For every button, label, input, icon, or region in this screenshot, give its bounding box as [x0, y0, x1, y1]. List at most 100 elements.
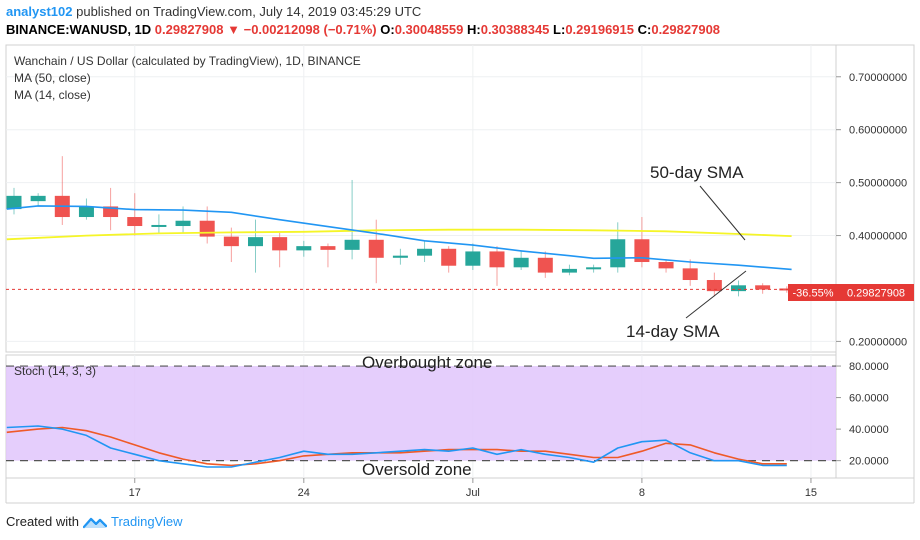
candle-body-12 — [296, 246, 312, 251]
candles — [6, 156, 795, 297]
sma50-annotation: 50-day SMA — [650, 163, 744, 182]
candle-body-23 — [561, 268, 577, 273]
candle-body-13 — [320, 246, 336, 250]
candle-17 — [417, 240, 433, 263]
candle-23 — [561, 264, 577, 276]
candle-body-6 — [151, 224, 167, 227]
time-tick-label-0: 17 — [129, 487, 141, 499]
author-link[interactable]: analyst102 — [6, 4, 73, 19]
ma-lines — [6, 205, 836, 468]
candle-30 — [731, 280, 746, 297]
candle-11 — [272, 232, 288, 268]
candle-31 — [755, 283, 771, 294]
sma50-annotation-pointer — [699, 185, 746, 241]
candle-body-21 — [513, 257, 529, 268]
tradingview-brand[interactable]: TradingView — [110, 514, 183, 529]
candle-13 — [320, 243, 336, 268]
tradingview-logo-icon[interactable] — [82, 515, 107, 529]
main-pane-frame — [5, 44, 837, 353]
close-value: 0.29827908 — [651, 22, 721, 37]
open-value: 0.30048559 — [394, 22, 464, 37]
candle-27 — [658, 259, 674, 273]
candle-body-22 — [537, 257, 553, 273]
last-price-badge: -36.55% 0.29827908 — [788, 284, 914, 301]
publish-header: analyst102 published on TradingView.com,… — [6, 4, 421, 19]
last-value: 0.29827908 — [154, 22, 224, 37]
candle-body-8 — [199, 220, 215, 237]
candle-24 — [586, 264, 602, 273]
high-label: H: — [467, 22, 481, 37]
candle-3 — [78, 198, 94, 220]
candle-body-14 — [344, 239, 360, 250]
candle-26 — [634, 217, 650, 268]
high-value: 0.30388345 — [480, 22, 550, 37]
candle-28 — [682, 259, 698, 286]
stoch-band — [6, 365, 836, 462]
candle-body-31 — [755, 285, 771, 290]
low-label: L: — [553, 22, 566, 37]
ma14-line — [6, 205, 792, 271]
low-value: 0.29196915 — [565, 22, 634, 37]
candle-19 — [465, 243, 481, 270]
candle-5 — [127, 193, 143, 236]
candle-0 — [6, 187, 22, 215]
candle-6 — [151, 214, 167, 233]
stoch-tick-label-1: 60.0000 — [849, 393, 889, 405]
candle-body-10 — [248, 237, 263, 247]
candle-10 — [248, 219, 263, 273]
close-label: C: — [637, 22, 652, 37]
time-tick-label-4: 15 — [805, 487, 817, 499]
stoch-axis[interactable]: 80.0000 60.0000 40.0000 20.0000 — [836, 361, 889, 468]
candle-body-25 — [610, 239, 626, 268]
candle-body-15 — [368, 239, 384, 258]
right-axis-frame — [835, 44, 915, 479]
down-arrow-icon: ▼ — [227, 22, 240, 37]
price-tick-label-0: 0.70000000 — [849, 72, 907, 84]
candle-body-24 — [586, 267, 602, 270]
legend-ma50[interactable]: MA (50, close) — [14, 71, 91, 85]
candle-20 — [489, 246, 505, 286]
chart-title[interactable]: Wanchain / US Dollar (calculated by Trad… — [14, 54, 361, 68]
candle-body-9 — [223, 236, 239, 247]
candle-body-16 — [392, 255, 408, 258]
candle-9 — [223, 227, 239, 263]
candle-16 — [392, 248, 408, 265]
overbought-annotation: Overbought zone — [362, 353, 492, 372]
price-axis[interactable]: 0.70000000 0.60000000 0.50000000 0.40000000… — [836, 72, 907, 349]
sma14-annotation-pointer — [685, 270, 747, 319]
candle-12 — [296, 240, 312, 257]
candle-body-27 — [658, 262, 674, 269]
candle-4 — [103, 187, 119, 231]
last-price-pct: -36.55% — [793, 288, 834, 300]
candle-21 — [513, 251, 529, 270]
legend-stoch[interactable]: Stoch (14, 3, 3) — [14, 364, 97, 378]
candle-14 — [344, 179, 360, 260]
candle-body-4 — [103, 206, 119, 218]
time-axis[interactable]: 17 24 Jul 8 15 — [129, 478, 817, 499]
price-tick-label-4: 0.20000000 — [849, 336, 907, 348]
ohlc-header: BINANCE:WANUSD, 1D 0.29827908 ▼ −0.00212… — [6, 22, 720, 37]
candle-body-7 — [175, 220, 191, 227]
price-tick-label-3: 0.40000000 — [849, 231, 907, 243]
candle-body-28 — [682, 268, 698, 281]
open-label: O: — [380, 22, 395, 37]
symbol-label[interactable]: BINANCE:WANUSD, 1D — [6, 22, 152, 37]
change-value: −0.00212098 (−0.71%) — [243, 22, 377, 37]
legend-ma14[interactable]: MA (14, close) — [14, 88, 91, 102]
candle-body-3 — [78, 206, 94, 218]
created-with-text: Created with — [6, 514, 79, 529]
candle-18 — [441, 246, 457, 273]
candle-body-0 — [6, 195, 22, 210]
candle-body-20 — [489, 251, 505, 268]
price-tick-label-2: 0.50000000 — [849, 178, 907, 190]
candle-body-5 — [127, 217, 143, 227]
candle-body-19 — [465, 251, 481, 266]
ma50-line — [6, 228, 792, 241]
candle-body-18 — [441, 248, 457, 266]
last-price-value: 0.29827908 — [847, 288, 905, 300]
stoch-tick-label-3: 20.0000 — [849, 456, 889, 468]
candle-body-29 — [706, 280, 722, 292]
candle-15 — [368, 219, 384, 284]
oversold-annotation: Oversold zone — [362, 460, 472, 479]
